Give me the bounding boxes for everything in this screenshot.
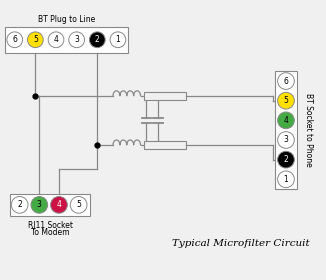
Text: 2: 2 (95, 35, 100, 44)
Circle shape (278, 171, 294, 188)
Text: 1: 1 (284, 175, 289, 184)
Circle shape (278, 92, 294, 109)
Bar (10, 194, 90, 216)
Text: 3: 3 (74, 35, 79, 44)
Text: 4: 4 (56, 200, 61, 209)
Text: To Modem: To Modem (31, 228, 69, 237)
Circle shape (89, 32, 105, 48)
Circle shape (11, 197, 28, 213)
Text: BT Socket to Phone: BT Socket to Phone (304, 93, 313, 167)
Circle shape (110, 32, 126, 48)
Text: 2: 2 (284, 155, 289, 164)
Text: 1: 1 (115, 35, 120, 44)
Circle shape (69, 32, 84, 48)
Text: 3: 3 (37, 200, 42, 209)
Text: 4: 4 (284, 116, 289, 125)
Circle shape (278, 73, 294, 89)
Bar (275, 71, 297, 189)
Circle shape (70, 197, 87, 213)
Circle shape (278, 132, 294, 148)
Text: 3: 3 (284, 136, 289, 144)
Bar (144, 141, 186, 149)
Text: 6: 6 (284, 76, 289, 85)
Text: 4: 4 (53, 35, 58, 44)
Circle shape (7, 32, 22, 48)
Circle shape (48, 32, 64, 48)
Circle shape (278, 151, 294, 168)
Text: RJ11 Socket: RJ11 Socket (28, 221, 73, 230)
Text: BT Plug to Line: BT Plug to Line (38, 15, 95, 24)
Text: 2: 2 (17, 200, 22, 209)
Bar (144, 92, 186, 100)
Circle shape (278, 112, 294, 129)
Circle shape (51, 197, 67, 213)
Bar (5, 27, 128, 53)
Text: Typical Microfilter Circuit: Typical Microfilter Circuit (172, 239, 310, 248)
Text: 5: 5 (33, 35, 38, 44)
Circle shape (31, 197, 48, 213)
Circle shape (27, 32, 43, 48)
Text: 5: 5 (284, 96, 289, 105)
Text: 5: 5 (76, 200, 81, 209)
Text: 6: 6 (12, 35, 17, 44)
